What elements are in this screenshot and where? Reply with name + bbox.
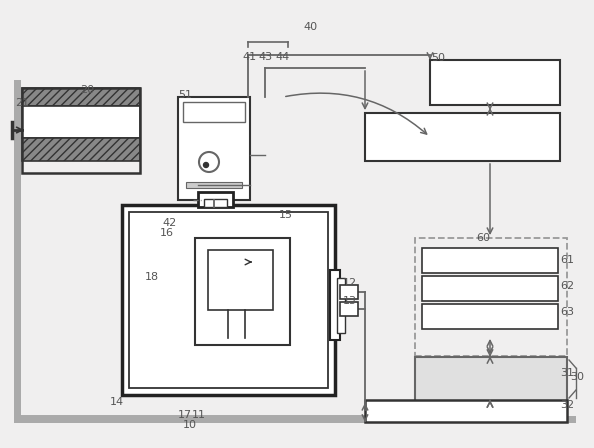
Text: 51: 51 [178, 90, 192, 100]
Text: 42: 42 [162, 218, 176, 228]
Text: 43: 43 [258, 52, 272, 62]
Bar [14, 80, 21, 423]
Text: 16: 16 [160, 228, 174, 238]
Bar [365, 113, 560, 161]
Text: 11: 11 [192, 410, 206, 420]
Text: 62: 62 [560, 281, 574, 291]
Text: 32: 32 [560, 400, 574, 410]
Bar [22, 138, 140, 161]
Text: 60: 60 [476, 233, 490, 243]
Bar [415, 357, 567, 402]
Text: 17: 17 [178, 410, 192, 420]
Bar [340, 302, 358, 316]
Text: 13: 13 [343, 296, 357, 306]
Bar [22, 88, 140, 106]
Bar [22, 88, 140, 173]
Text: 18: 18 [145, 272, 159, 282]
Text: 63: 63 [560, 307, 574, 317]
Bar [365, 400, 567, 422]
Text: 30: 30 [570, 372, 584, 382]
Bar [122, 205, 335, 395]
Text: 15: 15 [279, 210, 293, 220]
Bar [22, 106, 140, 138]
Text: 31: 31 [560, 368, 574, 378]
Text: 12: 12 [343, 278, 357, 288]
Text: 41: 41 [242, 52, 256, 62]
Bar [14, 416, 576, 423]
Text: 44: 44 [275, 52, 289, 62]
Text: 14: 14 [110, 397, 124, 407]
Bar [204, 199, 227, 207]
Bar [422, 276, 558, 301]
Text: 20: 20 [80, 85, 94, 95]
Bar [340, 285, 358, 299]
Bar [337, 278, 345, 333]
Bar [208, 250, 273, 310]
Text: 50: 50 [431, 53, 445, 63]
Bar [183, 102, 245, 122]
Text: 40: 40 [303, 22, 317, 32]
Text: 10: 10 [183, 420, 197, 430]
Text: 21: 21 [15, 98, 29, 108]
Bar [330, 270, 340, 340]
Bar [430, 60, 560, 105]
Bar [129, 212, 328, 388]
Text: 61: 61 [560, 255, 574, 265]
Bar [178, 97, 250, 200]
Bar [186, 182, 242, 188]
Bar [415, 238, 567, 356]
Bar [198, 192, 233, 207]
Circle shape [204, 163, 208, 168]
Bar [195, 238, 290, 345]
Bar [422, 304, 558, 329]
Bar [422, 248, 558, 273]
